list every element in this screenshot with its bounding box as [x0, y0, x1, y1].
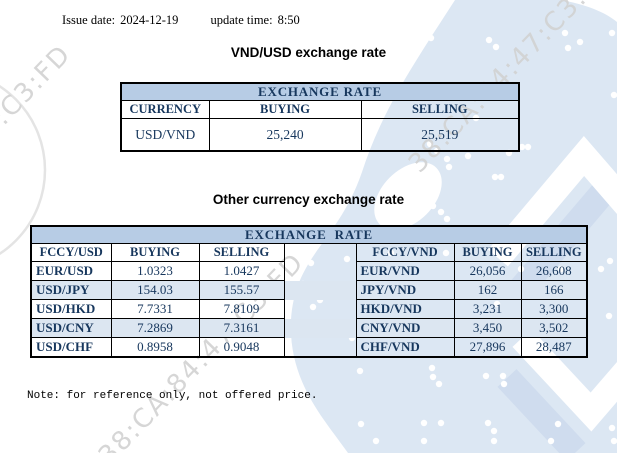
table-row: USD/CNY 7.2869 7.3161 CNY/VND 3,450 3,50… [30, 318, 588, 338]
buying-cell: 7.2869 [110, 318, 200, 338]
col-buying-left: BUYING [110, 243, 200, 262]
buying-cell: 162 [453, 280, 522, 300]
other-exchange-rate-table: EXCHANGE RATE FCCY/USD BUYING SELLING FC… [30, 225, 589, 358]
table-header: EXCHANGE RATE [30, 225, 588, 244]
buying-cell: 0.8958 [110, 337, 200, 358]
update-time-value: 8:50 [277, 13, 300, 27]
buying-cell: 7.7331 [110, 299, 200, 319]
logo-chevrons [488, 135, 617, 432]
currency-cell: USD/CHF [30, 337, 112, 358]
currency-cell: JPY/VND [355, 280, 455, 300]
table-row: USD/HKD 7.7331 7.8109 HKD/VND 3,231 3,30… [30, 299, 588, 319]
buying-cell: 27,896 [453, 337, 522, 358]
currency-cell: USD/JPY [30, 280, 112, 300]
buying-cell: 3,231 [453, 299, 522, 319]
update-time-label: update time: [210, 13, 273, 27]
report-meta-line: Issue date: 2024-12-19 update time: 8:50 [62, 13, 300, 28]
buying-cell: 154.03 [110, 280, 200, 300]
buying-cell: 25,240 [208, 118, 362, 152]
col-selling-right: SELLING [520, 243, 588, 262]
selling-cell: 26,608 [520, 261, 588, 281]
buying-cell: 26,056 [453, 261, 522, 281]
table-header-row: EXCHANGE RATE [30, 225, 588, 244]
selling-cell: 3,300 [520, 299, 588, 319]
usd-table-title: VND/USD exchange rate [230, 45, 387, 60]
issue-date-label: Issue date: [62, 13, 116, 27]
currency-cell: USD/HKD [30, 299, 112, 319]
buying-cell: 1.0323 [110, 261, 200, 281]
column-header-row: FCCY/USD BUYING SELLING FCCY/VND BUYING … [30, 243, 588, 262]
usd-exchange-rate-table: EXCHANGE RATE CURRENCY BUYING SELLING US… [120, 82, 521, 152]
col-currency: CURRENCY [120, 100, 210, 119]
table-header: EXCHANGE RATE [120, 82, 520, 101]
selling-cell: 166 [520, 280, 588, 300]
table-row: EUR/USD 1.0323 1.0427 EUR/VND 26,056 26,… [30, 261, 588, 281]
col-selling: SELLING [360, 100, 520, 119]
table-header-row: EXCHANGE RATE [120, 82, 520, 101]
col-fccy-usd: FCCY/USD [30, 243, 112, 262]
selling-cell: 7.3161 [198, 318, 285, 338]
spacer-cell [283, 337, 357, 358]
spacer-cell [283, 280, 357, 300]
col-buying: BUYING [208, 100, 362, 119]
spacer-cell [283, 243, 357, 262]
selling-cell: 155.57 [198, 280, 285, 300]
selling-cell: 1.0427 [198, 261, 285, 281]
currency-cell: USD/VND [120, 118, 210, 152]
reference-note: Note: for reference only, not offered pr… [27, 390, 318, 402]
col-selling-left: SELLING [198, 243, 285, 262]
selling-cell: 3,502 [520, 318, 588, 338]
selling-cell: 0.9048 [198, 337, 285, 358]
corner-arc [0, 85, 47, 255]
table-row: USD/JPY 154.03 155.57 JPY/VND 162 166 [30, 280, 588, 300]
table-row: USD/CHF 0.8958 0.9048 CHF/VND 27,896 28,… [30, 337, 588, 358]
col-fccy-vnd: FCCY/VND [355, 243, 455, 262]
currency-cell: USD/CNY [30, 318, 112, 338]
currency-cell: CHF/VND [355, 337, 455, 358]
other-table-title: Other currency exchange rate [212, 192, 405, 207]
logo-white-pocket [374, 162, 442, 230]
col-buying-right: BUYING [453, 243, 522, 262]
spacer-cell [283, 261, 357, 281]
spacer-cell [283, 318, 357, 338]
currency-cell: EUR/VND [355, 261, 455, 281]
currency-cell: CNY/VND [355, 318, 455, 338]
selling-cell: 25,519 [360, 118, 520, 152]
table-row: USD/VND 25,240 25,519 [120, 118, 520, 152]
column-header-row: CURRENCY BUYING SELLING [120, 100, 520, 119]
buying-cell: 3,450 [453, 318, 522, 338]
spacer-cell [283, 299, 357, 319]
currency-cell: EUR/USD [30, 261, 112, 281]
selling-cell: 28,487 [520, 337, 588, 358]
selling-cell: 7.8109 [198, 299, 285, 319]
currency-cell: HKD/VND [355, 299, 455, 319]
issue-date-value: 2024-12-19 [120, 13, 179, 27]
